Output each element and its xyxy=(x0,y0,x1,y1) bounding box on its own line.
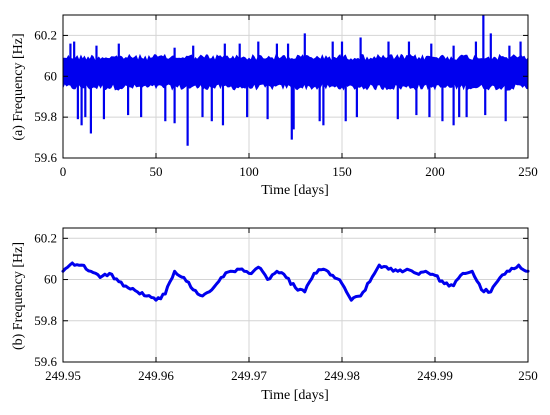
panel-b-xlabel: Time [days] xyxy=(261,388,329,403)
panel-b-frame xyxy=(62,227,529,363)
y-tick-label: 60 xyxy=(44,68,57,83)
x-tick-label: 200 xyxy=(425,164,445,179)
panel-b-frequency-line xyxy=(61,261,530,302)
x-tick-label: 249.98 xyxy=(324,368,360,383)
y-tick-label: 60.2 xyxy=(34,230,57,245)
panel-b: 249.95 249.96 249.97 249.98 249.99 250 59.6 59.… xyxy=(11,227,538,403)
y-tick-label: 59.6 xyxy=(34,150,57,165)
y-tick-label: 60 xyxy=(44,272,57,287)
x-tick-label: 250 xyxy=(518,164,538,179)
y-tick-label: 60.2 xyxy=(34,27,57,42)
y-tick-label: 59.8 xyxy=(34,109,57,124)
x-tick-label: 249.99 xyxy=(417,368,453,383)
y-tick-label: 59.8 xyxy=(34,313,57,328)
panel-a-spikes xyxy=(69,15,522,146)
panel-b-grid xyxy=(62,228,529,363)
panel-a-xlabel: Time [days] xyxy=(261,183,329,198)
x-tick-label: 100 xyxy=(239,164,259,179)
x-tick-label: 249.97 xyxy=(231,368,267,383)
panel-b-ylabel: (b) Frequency [Hz] xyxy=(11,242,26,350)
x-tick-label: 249.96 xyxy=(138,368,174,383)
panel-a-ticks: 0 50 100 150 200 250 59.6 59.8 60 60.2 xyxy=(34,15,538,179)
x-tick-label: 249.95 xyxy=(45,368,81,383)
panel-a-ylabel: (a) Frequency [Hz] xyxy=(11,33,26,140)
panel-a: 0 50 100 150 200 250 59.6 59.8 60 60.2 Time [days… xyxy=(11,14,538,198)
panel-a-frame xyxy=(62,14,529,159)
panel-b-ticks: 249.95 249.96 249.97 249.98 249.99 250 59.6 59.… xyxy=(34,228,538,383)
panel-a-frequency-band xyxy=(63,53,528,91)
x-tick-label: 250 xyxy=(518,368,538,383)
x-tick-label: 50 xyxy=(150,164,163,179)
x-tick-label: 150 xyxy=(332,164,352,179)
y-tick-label: 59.6 xyxy=(34,354,57,369)
x-tick-label: 0 xyxy=(60,164,67,179)
